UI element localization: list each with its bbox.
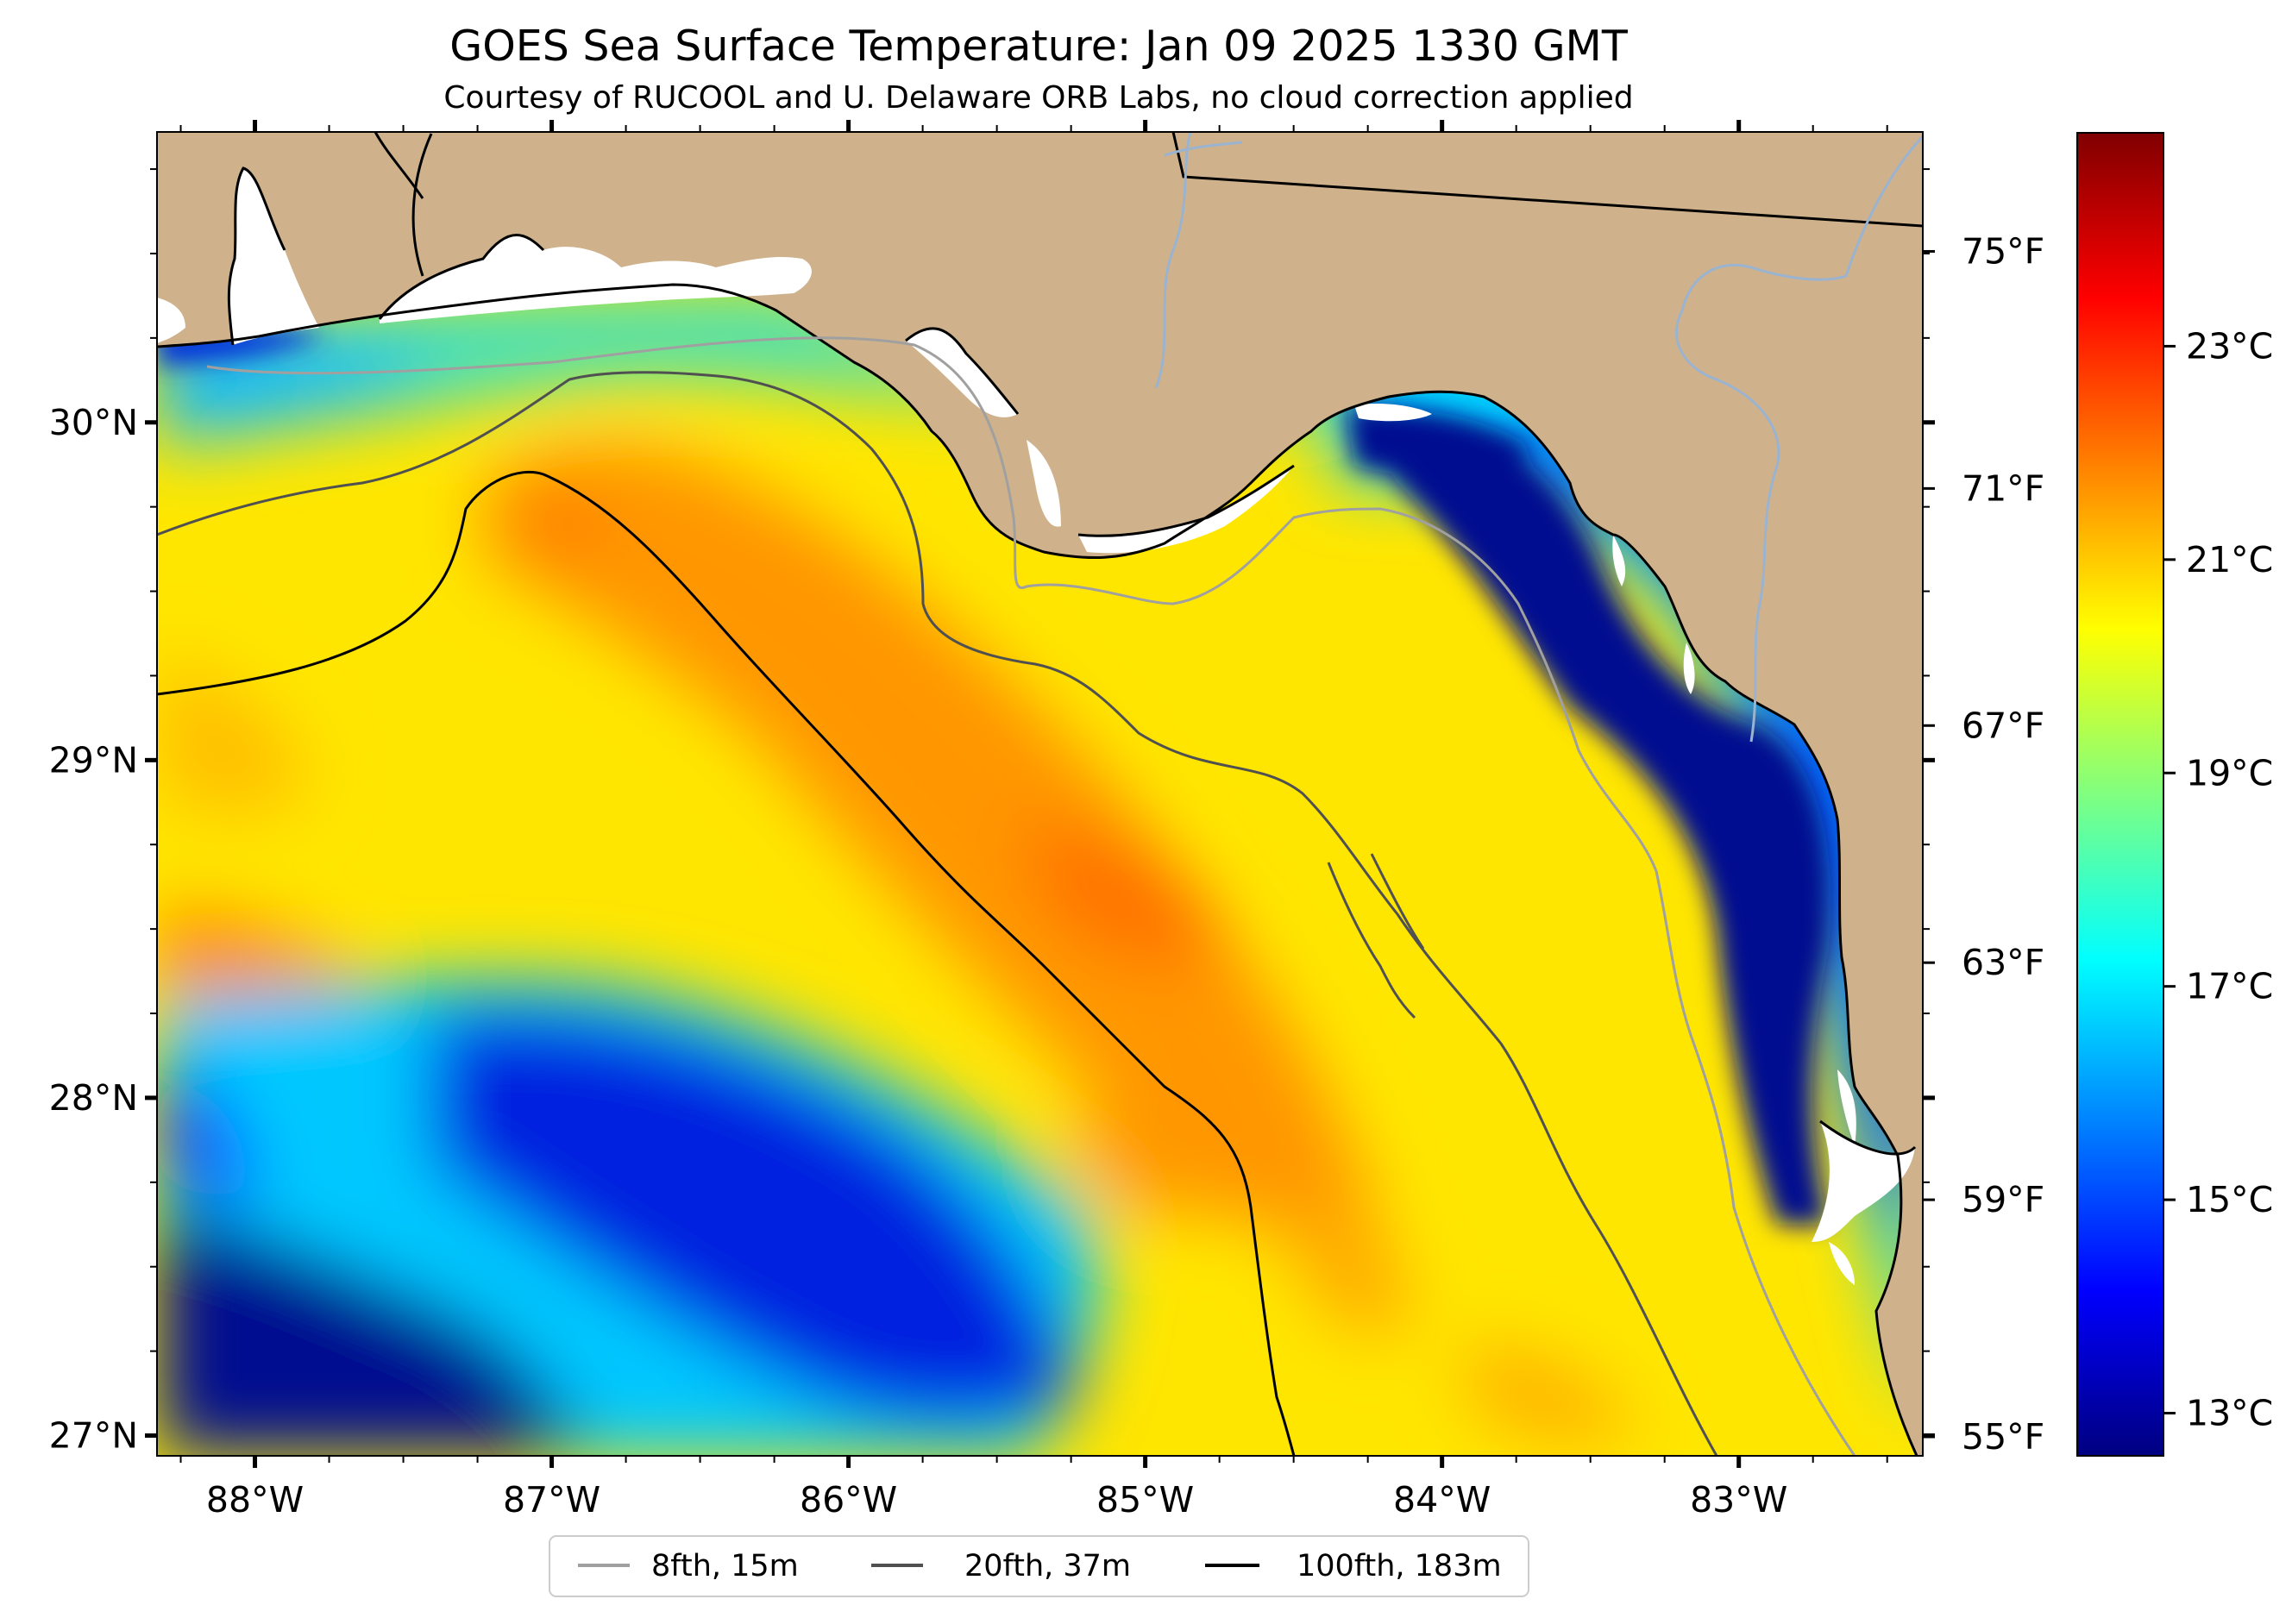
lat-tick-label: 29°N <box>49 739 138 781</box>
fahrenheit-tick-label: 59°F <box>1962 1179 2044 1220</box>
longitude-axis: 88°W 87°W 86°W 85°W 84°W 83°W <box>206 120 1787 1521</box>
contour-8fth <box>206 336 1856 1456</box>
rivers <box>1154 132 1923 743</box>
fahrenheit-tick-label: 67°F <box>1962 705 2044 746</box>
legend-item-20fth: 20fth, 37m <box>871 1549 1131 1583</box>
colorbar-ticks: 23°C 21°C 19°C 17°C 15°C 13°C <box>2163 325 2273 1434</box>
colorbar-gradient <box>2076 132 2164 1457</box>
land <box>157 132 1923 1456</box>
state-boundary <box>1171 132 1923 228</box>
fahrenheit-tick-label: 63°F <box>1962 942 2044 983</box>
lon-tick-label: 87°W <box>503 1479 600 1521</box>
map-subtitle: Courtesy of RUCOOL and U. Delaware ORB L… <box>443 80 1633 116</box>
latitude-axis: 30°N 29°N 28°N 27°N <box>49 402 1935 1457</box>
contour-100fth <box>157 470 1296 1456</box>
map-panel <box>157 132 1923 1456</box>
map-frame <box>156 131 1924 1457</box>
legend-item-8fth: 8fth, 15m <box>578 1549 799 1583</box>
lat-tick-label: 28°N <box>49 1077 138 1119</box>
lon-tick-label: 83°W <box>1690 1479 1787 1521</box>
lat-tick-label: 27°N <box>49 1415 138 1457</box>
colorbar-tick-label: 13°C <box>2186 1393 2273 1434</box>
fahrenheit-tick-label: 55°F <box>1962 1416 2044 1458</box>
legend-label-8fth: 8fth, 15m <box>651 1549 799 1583</box>
coastline <box>157 132 1918 1456</box>
colorbar-tick-label: 15°C <box>2186 1179 2273 1220</box>
minor-ticks <box>150 125 1930 1463</box>
lon-tick-label: 84°W <box>1393 1479 1491 1521</box>
fahrenheit-axis: 75°F 71°F 67°F 63°F 59°F 55°F <box>1923 230 2044 1458</box>
lat-tick-label: 30°N <box>49 402 138 443</box>
legend-label-100fth: 100fth, 183m <box>1297 1549 1502 1583</box>
fahrenheit-tick-label: 75°F <box>1962 230 2044 272</box>
lon-tick-label: 86°W <box>800 1479 897 1521</box>
lon-tick-label: 85°W <box>1096 1479 1194 1521</box>
contour-20fth <box>157 371 1718 1456</box>
legend-item-100fth: 100fth, 183m <box>1205 1549 1502 1583</box>
contour-legend: 8fth, 15m 20fth, 37m 100fth, 183m <box>549 1535 1529 1597</box>
map-title: GOES Sea Surface Temperature: Jan 09 202… <box>449 22 1629 71</box>
colorbar-tick-label: 23°C <box>2186 325 2273 367</box>
colorbar-tick-label: 19°C <box>2186 752 2273 793</box>
lon-tick-label: 88°W <box>206 1479 304 1521</box>
legend-box <box>549 1535 1529 1597</box>
colorbar: 23°C 21°C 19°C 17°C 15°C 13°C <box>2076 132 2273 1457</box>
fahrenheit-tick-label: 71°F <box>1962 467 2044 509</box>
legend-label-20fth: 20fth, 37m <box>964 1549 1131 1583</box>
colorbar-tick-label: 21°C <box>2186 539 2273 580</box>
colorbar-tick-label: 17°C <box>2186 966 2273 1007</box>
